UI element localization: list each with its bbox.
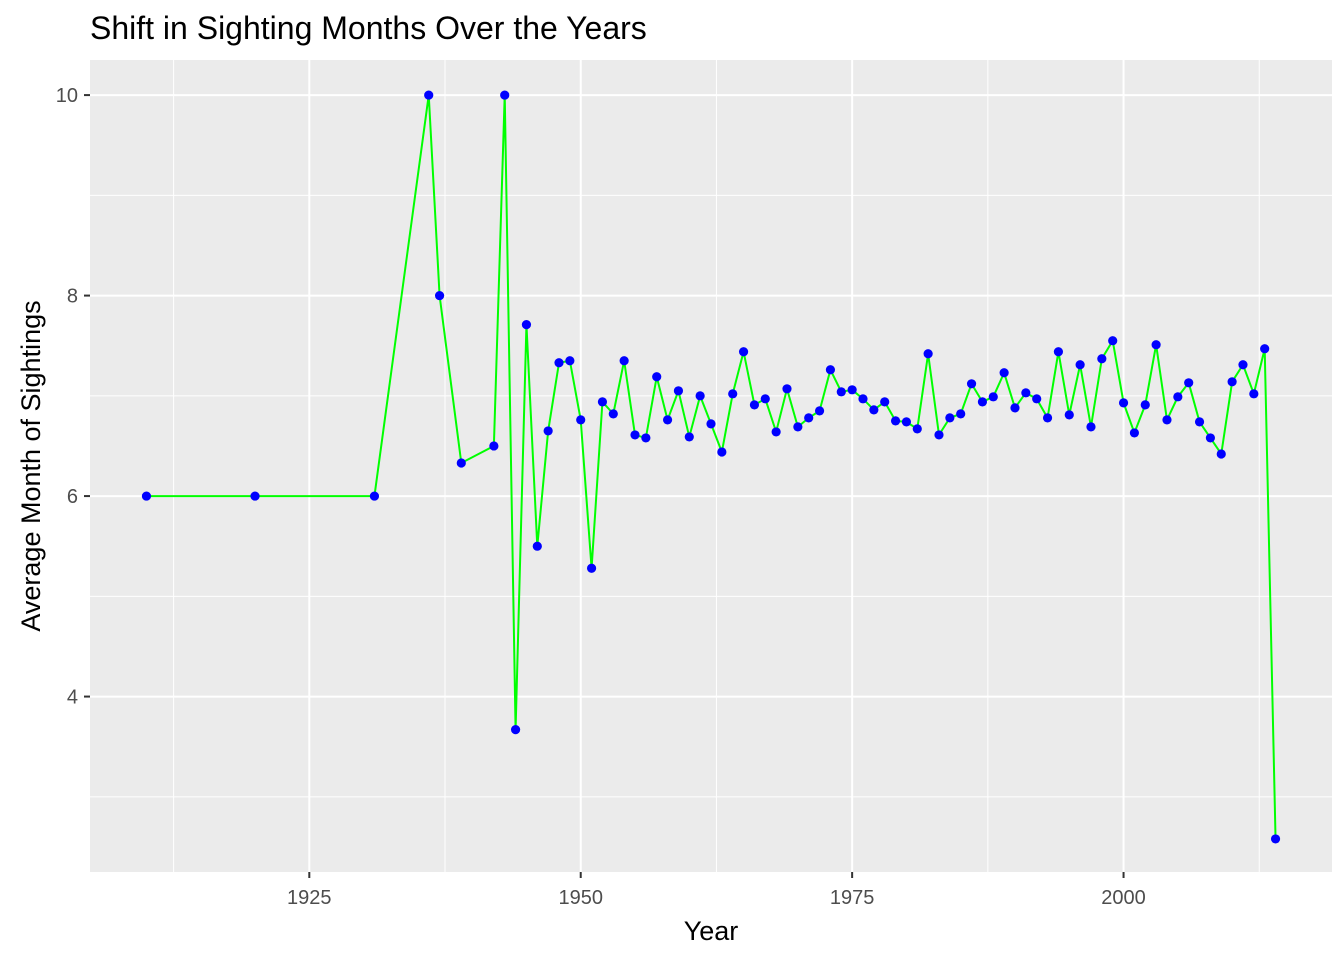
- data-point: [1118, 398, 1129, 408]
- data-point: [619, 356, 629, 366]
- x-axis-title: Year: [684, 916, 739, 946]
- data-point: [1021, 388, 1031, 398]
- data-point: [369, 491, 380, 501]
- data-point: [554, 358, 564, 368]
- data-point: [662, 415, 673, 425]
- y-axis-title: Average Month of Sightings: [16, 300, 46, 631]
- data-point: [543, 426, 553, 436]
- data-point: [825, 365, 836, 375]
- data-point: [804, 413, 814, 423]
- data-point: [1173, 392, 1183, 402]
- data-point: [1260, 344, 1270, 354]
- data-point: [988, 392, 998, 402]
- y-tick-label: 10: [56, 85, 78, 107]
- data-point: [956, 409, 966, 419]
- data-point: [521, 320, 532, 330]
- y-tick-label: 8: [67, 286, 78, 308]
- data-point: [738, 347, 749, 357]
- data-point: [717, 447, 727, 457]
- data-point: [695, 391, 705, 401]
- data-point: [641, 433, 651, 443]
- data-point: [880, 397, 890, 407]
- data-point: [901, 417, 912, 427]
- data-point: [858, 394, 868, 404]
- data-point: [771, 427, 781, 437]
- data-point: [608, 409, 618, 419]
- data-point: [1238, 360, 1248, 370]
- data-point: [1097, 354, 1107, 364]
- data-point: [1010, 403, 1020, 413]
- x-tick-label: 2000: [1101, 887, 1146, 909]
- major-gridlines: [90, 60, 1332, 872]
- data-point: [1064, 410, 1074, 420]
- data-point: [532, 541, 542, 551]
- data-point: [1194, 417, 1205, 427]
- data-point: [728, 389, 738, 399]
- data-point: [1042, 413, 1053, 423]
- data-point: [945, 413, 955, 423]
- data-point: [1108, 336, 1118, 346]
- tick-labels: 1925 1950 1975 2000 4 6 8 10: [56, 85, 1146, 909]
- data-point: [1216, 449, 1226, 459]
- data-point: [706, 419, 716, 429]
- data-point: [630, 430, 640, 440]
- data-point: [760, 394, 770, 404]
- data-point: [1151, 340, 1161, 350]
- data-point: [1227, 377, 1237, 387]
- data-point: [836, 387, 846, 397]
- data-point: [434, 290, 445, 301]
- data-point: [999, 368, 1009, 378]
- data-point: [456, 458, 466, 468]
- data-point: [576, 415, 586, 425]
- data-point: [652, 372, 662, 382]
- x-tick-label: 1925: [287, 887, 332, 909]
- y-tick-label: 4: [67, 687, 78, 709]
- data-point: [934, 430, 944, 440]
- x-tick-label: 1950: [558, 887, 603, 909]
- data-point: [1162, 415, 1172, 425]
- data-points: [141, 90, 1281, 844]
- data-point: [1249, 389, 1259, 399]
- y-tick-label: 6: [67, 486, 78, 508]
- x-tick-label: 1975: [830, 887, 875, 909]
- data-point: [250, 491, 260, 501]
- data-point: [673, 386, 684, 396]
- data-point: [1140, 400, 1150, 410]
- data-point: [912, 424, 922, 434]
- data-point: [890, 416, 901, 426]
- data-point: [1184, 378, 1194, 388]
- data-point: [489, 441, 499, 451]
- data-point: [684, 432, 694, 442]
- axis-ticks: [84, 94, 1125, 878]
- plot-panel: [90, 60, 1332, 872]
- data-point: [510, 725, 521, 735]
- data-point: [1075, 360, 1085, 370]
- data-point: [424, 90, 434, 100]
- data-point: [814, 406, 825, 416]
- data-point: [1270, 834, 1281, 844]
- data-point: [869, 405, 879, 415]
- data-point: [141, 491, 152, 501]
- data-point: [1086, 422, 1096, 432]
- chart-title: Shift in Sighting Months Over the Years: [90, 10, 647, 46]
- data-point: [597, 397, 608, 407]
- data-point: [565, 356, 575, 366]
- data-point: [923, 349, 933, 359]
- data-point: [749, 400, 760, 410]
- minor-gridlines: [90, 60, 1332, 872]
- data-point: [793, 422, 803, 432]
- data-point: [977, 397, 988, 407]
- data-point: [1053, 347, 1064, 357]
- data-point: [1129, 428, 1140, 438]
- data-point: [500, 90, 510, 100]
- data-point: [966, 379, 977, 389]
- data-point: [1032, 394, 1042, 404]
- data-point: [847, 385, 857, 395]
- data-point: [586, 563, 597, 573]
- data-point: [782, 384, 792, 394]
- data-point: [1205, 433, 1216, 443]
